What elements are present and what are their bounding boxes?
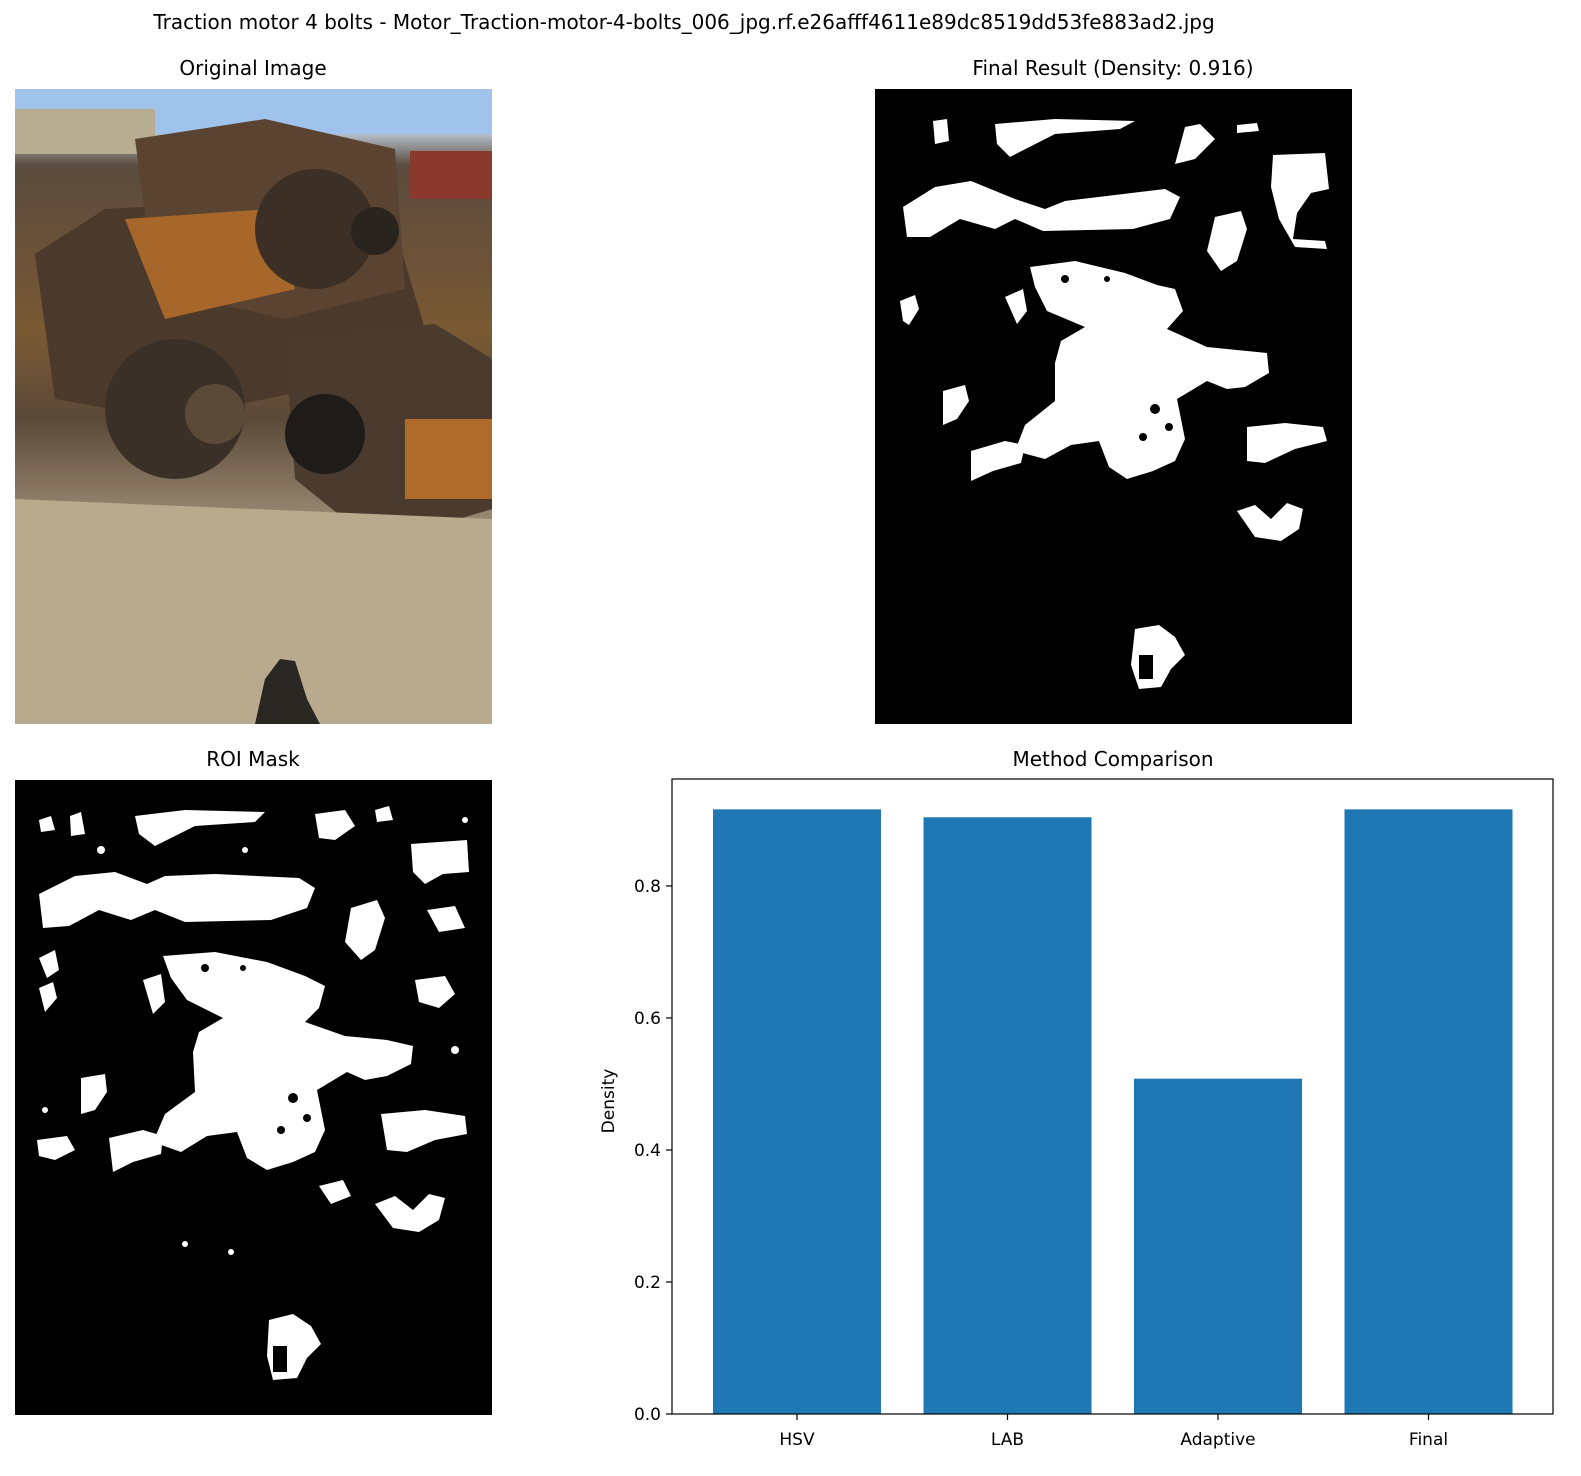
bar-hsv xyxy=(713,809,881,1414)
y-tick-label: 0.6 xyxy=(634,1009,661,1029)
figure-suptitle: Traction motor 4 bolts - Motor_Traction-… xyxy=(153,10,1215,34)
y-tick-label: 0.0 xyxy=(634,1405,661,1425)
y-tick-label: 0.8 xyxy=(634,877,661,897)
plot-frame xyxy=(671,778,1554,1415)
y-tick-label: 0.2 xyxy=(634,1273,661,1293)
x-axis-ticks: HSV LAB Adaptive Final xyxy=(779,1414,1448,1450)
x-tick-label: HSV xyxy=(779,1430,815,1450)
final-result-mask-shapes xyxy=(900,119,1329,689)
roi-mask xyxy=(15,780,492,1415)
y-axis-label: Density xyxy=(599,1069,619,1134)
bar-adaptive xyxy=(1134,1078,1302,1414)
chart-title: Method Comparison xyxy=(1012,747,1214,771)
bar-final xyxy=(1344,809,1513,1414)
y-tick-label: 0.4 xyxy=(634,1141,661,1161)
final-result-title: Final Result (Density: 0.916) xyxy=(972,56,1254,80)
roi-mask-title: ROI Mask xyxy=(206,747,300,771)
final-result-mask xyxy=(875,89,1352,724)
x-tick-label: Adaptive xyxy=(1180,1430,1255,1450)
original-image-title: Original Image xyxy=(179,56,327,80)
bar-lab xyxy=(923,817,1092,1414)
x-tick-label: LAB xyxy=(991,1430,1024,1450)
bars-layer xyxy=(713,809,1513,1414)
original-image xyxy=(15,89,492,724)
x-tick-label: Final xyxy=(1409,1430,1448,1450)
y-axis-ticks: 0.0 0.2 0.4 0.6 0.8 xyxy=(634,877,672,1425)
roi-mask-shapes xyxy=(37,806,469,1380)
original-image-illustration xyxy=(15,89,492,724)
